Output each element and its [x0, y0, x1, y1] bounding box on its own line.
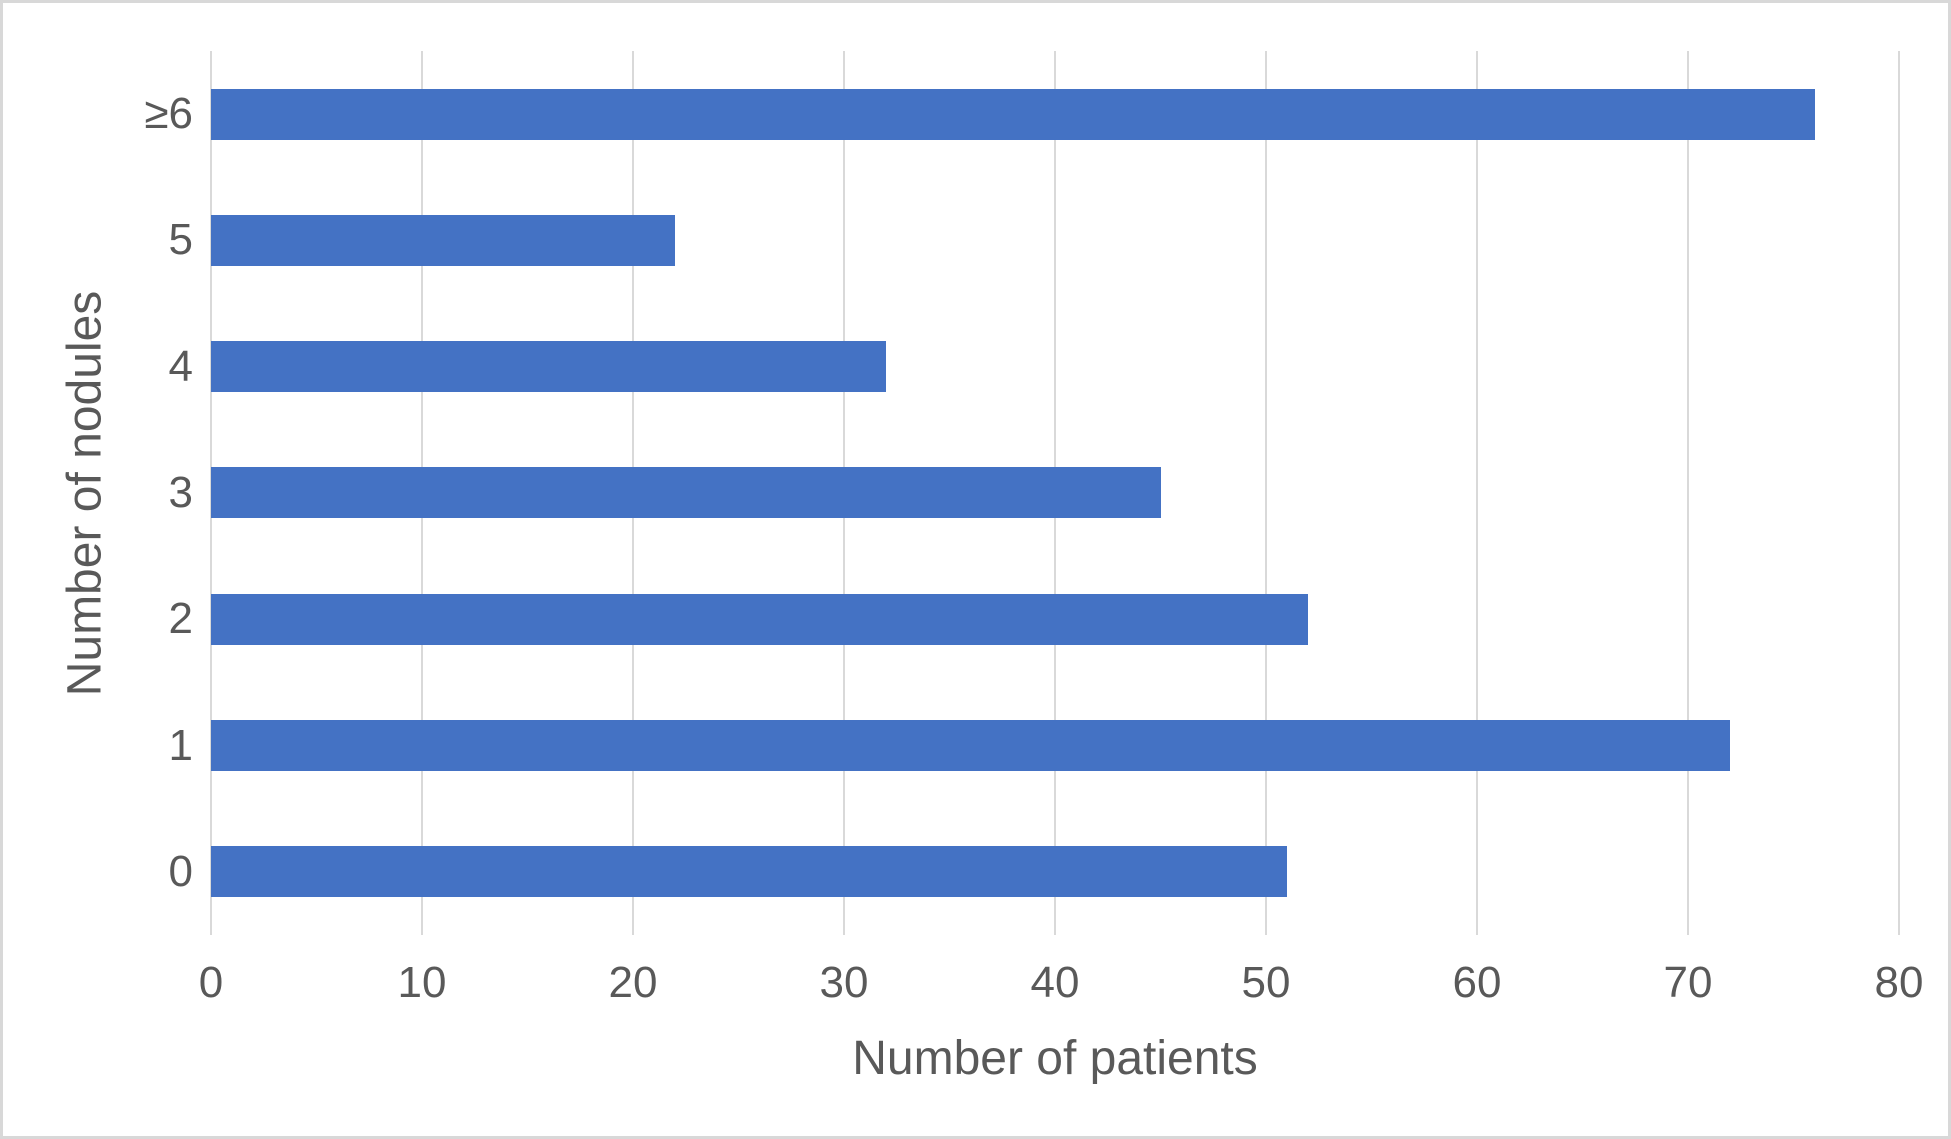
x-tick-label-70: 70 — [1663, 958, 1713, 1007]
gridline-x-50 — [1265, 51, 1267, 935]
category-axis: ≥6 5 4 3 2 1 0 — [3, 51, 193, 935]
category-label-2: 2 — [168, 594, 193, 644]
bar-4 — [211, 341, 887, 393]
x-tick-label-10: 10 — [397, 958, 447, 1007]
plot-area — [210, 51, 1900, 935]
category-label-4: 4 — [168, 341, 193, 391]
category-label-5: 5 — [168, 215, 193, 265]
gridline-x-80 — [1898, 51, 1900, 935]
bar-band — [211, 304, 1899, 430]
category-label-≥6: ≥6 — [144, 89, 193, 139]
bar-band — [211, 177, 1899, 303]
category-label-1: 1 — [168, 720, 193, 770]
x-tick-label-50: 50 — [1241, 958, 1291, 1007]
bar-≥6 — [211, 88, 1815, 140]
x-tick-label-30: 30 — [819, 958, 869, 1007]
x-tick-label-0: 0 — [198, 958, 224, 1007]
x-tick-label-80: 80 — [1874, 958, 1924, 1007]
bar-band — [211, 682, 1899, 808]
bar-1 — [211, 720, 1731, 772]
gridline-x-60 — [1476, 51, 1478, 935]
category-label-3: 3 — [168, 467, 193, 517]
x-tick-label-20: 20 — [608, 958, 658, 1007]
bar-band — [211, 51, 1899, 177]
x-tick-label-60: 60 — [1452, 958, 1502, 1007]
x-tick-label-40: 40 — [1030, 958, 1080, 1007]
gridline-x-70 — [1687, 51, 1689, 935]
bar-0 — [211, 846, 1288, 898]
x-axis-title: Number of patients — [852, 1032, 1258, 1085]
bar-5 — [211, 214, 676, 266]
x-axis-ticks: 0 10 20 30 40 50 60 70 80 — [199, 958, 1924, 1010]
bar-band — [211, 430, 1899, 556]
bar-2 — [211, 593, 1309, 645]
bar-3 — [211, 467, 1161, 519]
bar-band — [211, 556, 1899, 682]
category-label-0: 0 — [168, 846, 193, 896]
bar-band — [211, 809, 1899, 935]
